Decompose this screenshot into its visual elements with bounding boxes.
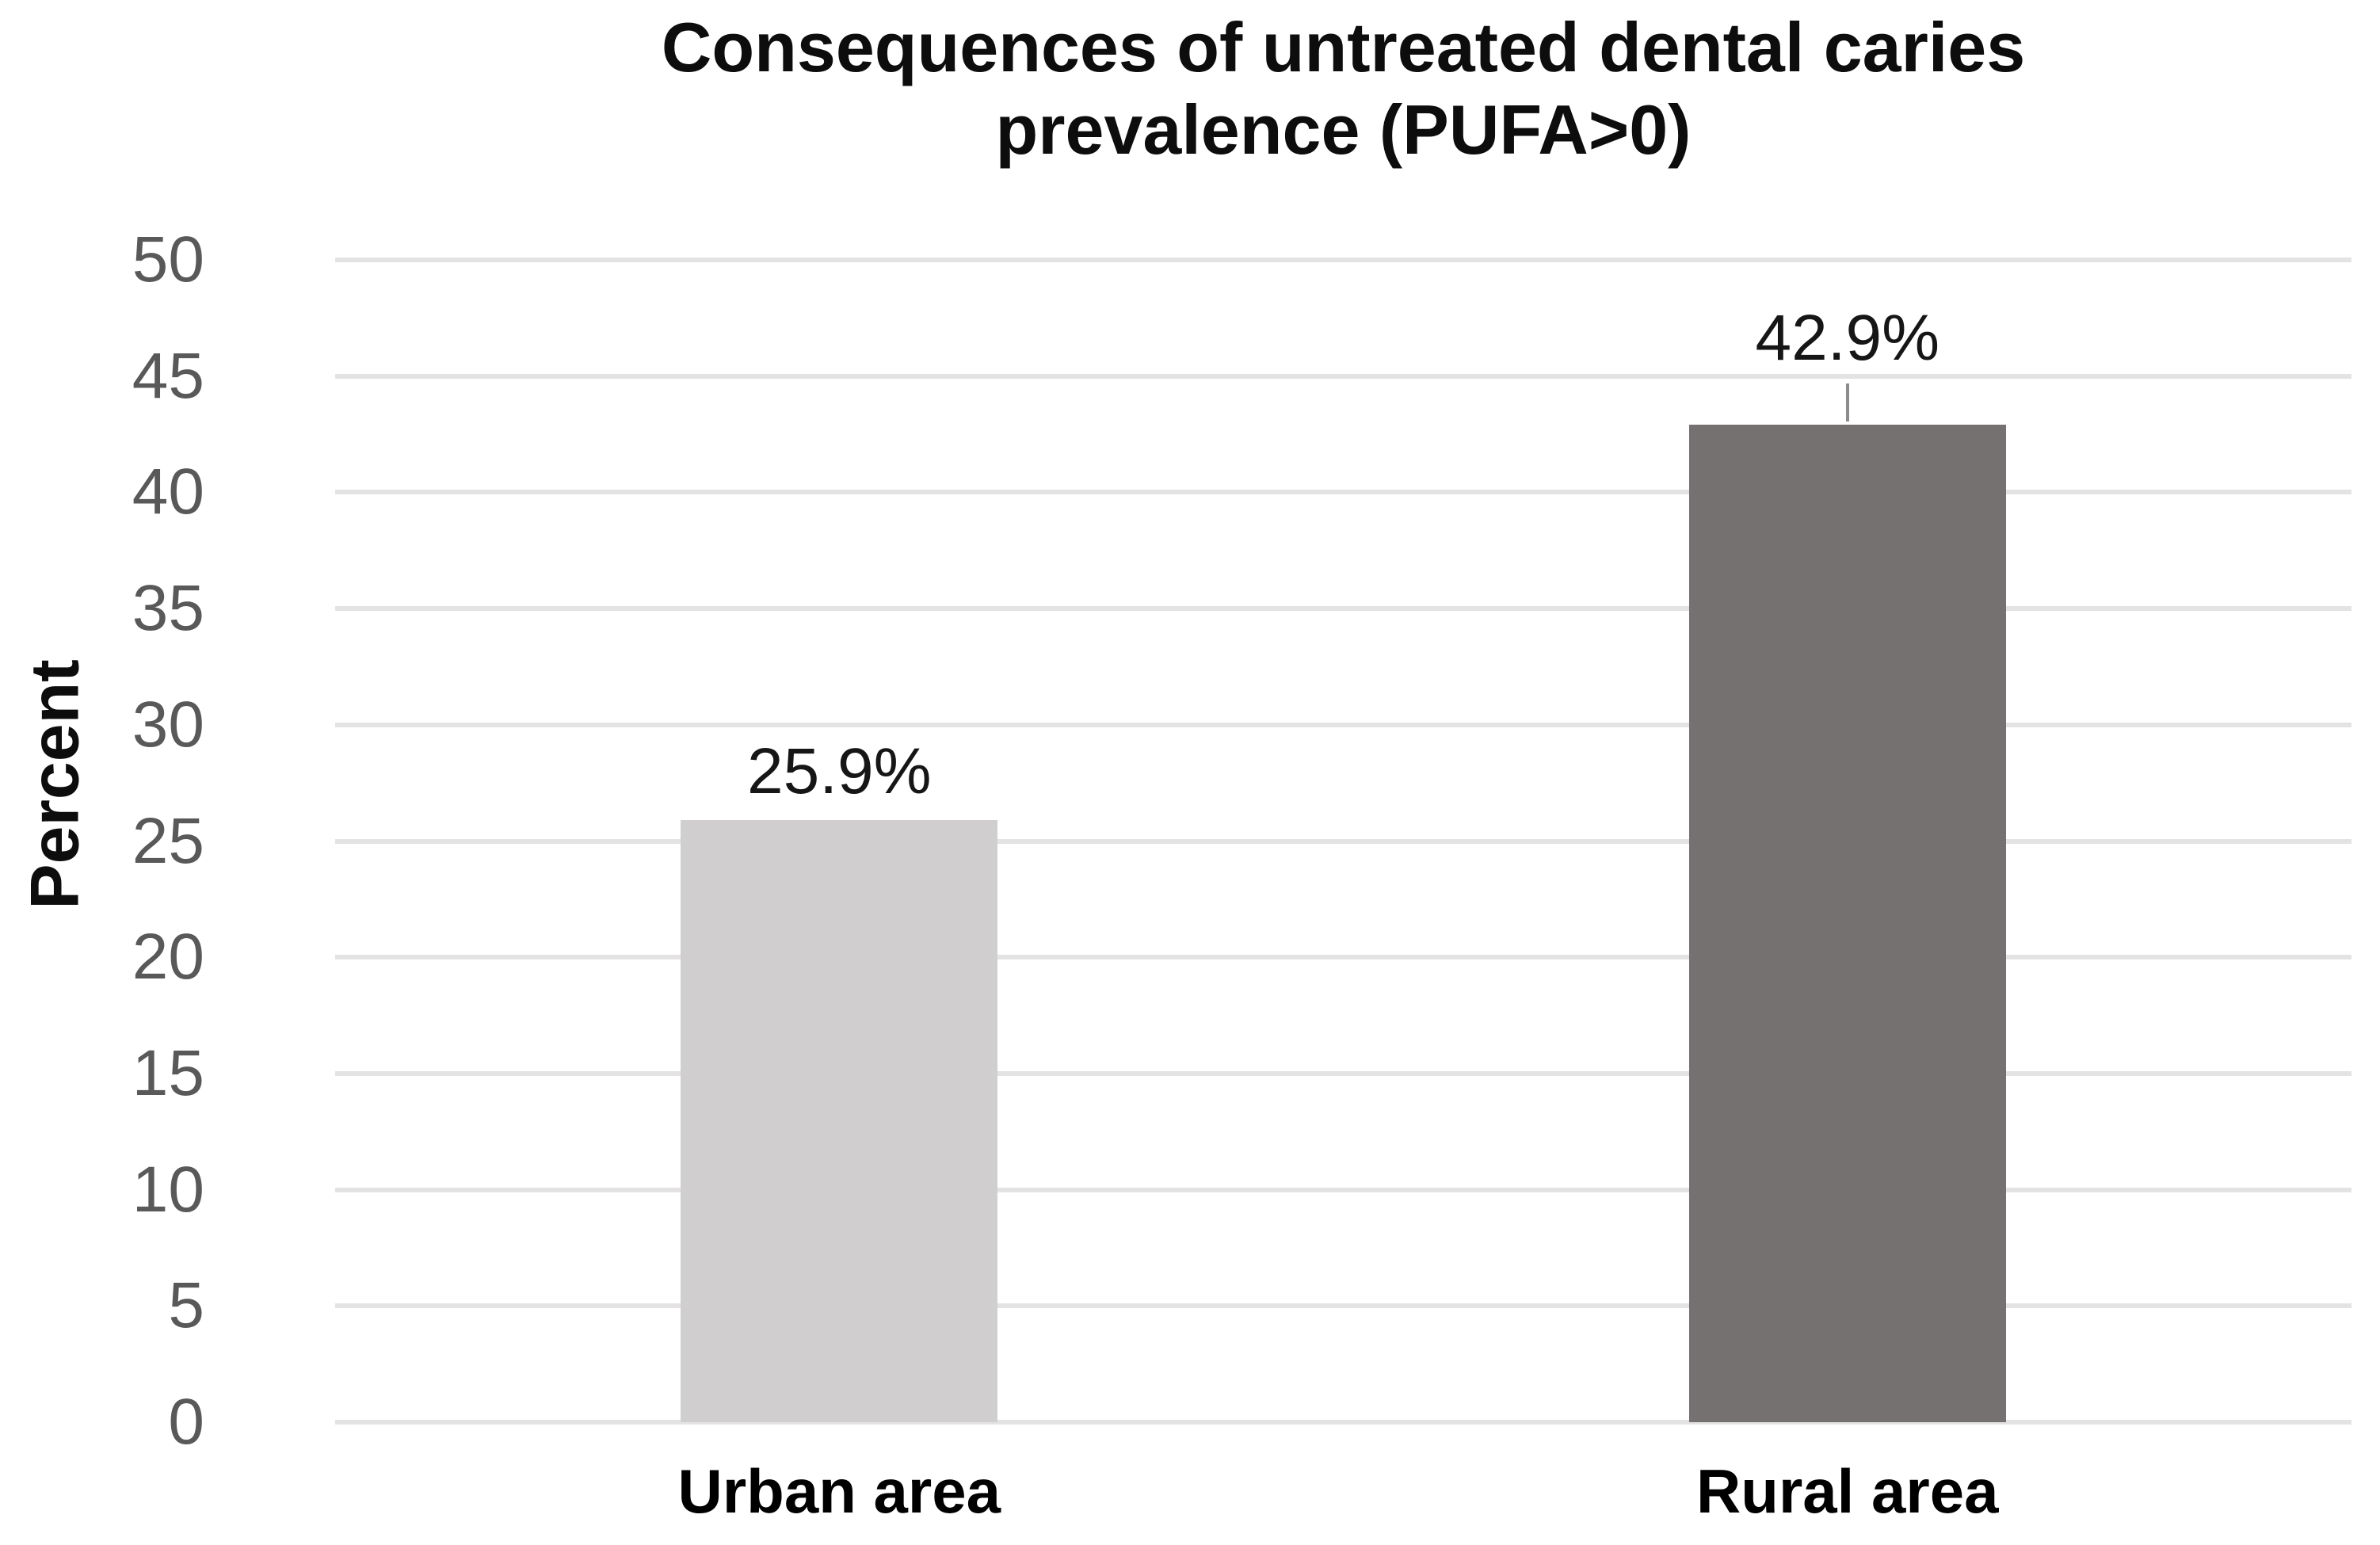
bar-value-label: 42.9% <box>1755 302 1940 375</box>
y-tick-label: 5 <box>168 1269 204 1342</box>
gridline <box>335 838 2351 844</box>
gridline <box>335 1070 2351 1076</box>
gridline <box>335 490 2351 495</box>
bar-urban-area <box>681 820 998 1422</box>
gridline <box>335 1303 2351 1309</box>
y-tick-label: 0 <box>168 1386 204 1458</box>
y-tick-label: 20 <box>132 921 204 994</box>
y-tick-label: 35 <box>132 572 204 645</box>
chart-title: Consequences of untreated dental caries … <box>335 6 2351 171</box>
y-axis-title: Percent <box>17 659 93 910</box>
y-tick-label: 45 <box>132 339 204 412</box>
plot-area: 25.9% 42.9% <box>335 258 2351 1425</box>
x-axis-category-label: Urban area <box>677 1456 1001 1526</box>
chart-title-line-1: Consequences of untreated dental caries <box>661 8 2026 86</box>
bar-rural-area <box>1688 425 2006 1422</box>
bar-value-label: 25.9% <box>746 735 932 808</box>
gridline <box>335 1420 2351 1425</box>
chart-title-line-2: prevalence (PUFA>0) <box>995 90 1692 169</box>
gridline <box>335 606 2351 612</box>
gridline <box>335 1187 2351 1192</box>
gridline <box>335 373 2351 379</box>
y-tick-label: 15 <box>132 1036 204 1109</box>
y-tick-label: 25 <box>132 804 204 877</box>
y-tick-label: 30 <box>132 688 204 761</box>
gridline <box>335 258 2351 262</box>
y-tick-label: 40 <box>132 456 204 528</box>
gridline <box>335 955 2351 960</box>
gridline <box>335 722 2351 727</box>
x-axis-category-label: Rural area <box>1695 1456 1999 1526</box>
label-leader-line <box>1845 383 1849 422</box>
y-tick-label: 10 <box>132 1153 204 1226</box>
y-tick-label: 50 <box>132 223 204 296</box>
